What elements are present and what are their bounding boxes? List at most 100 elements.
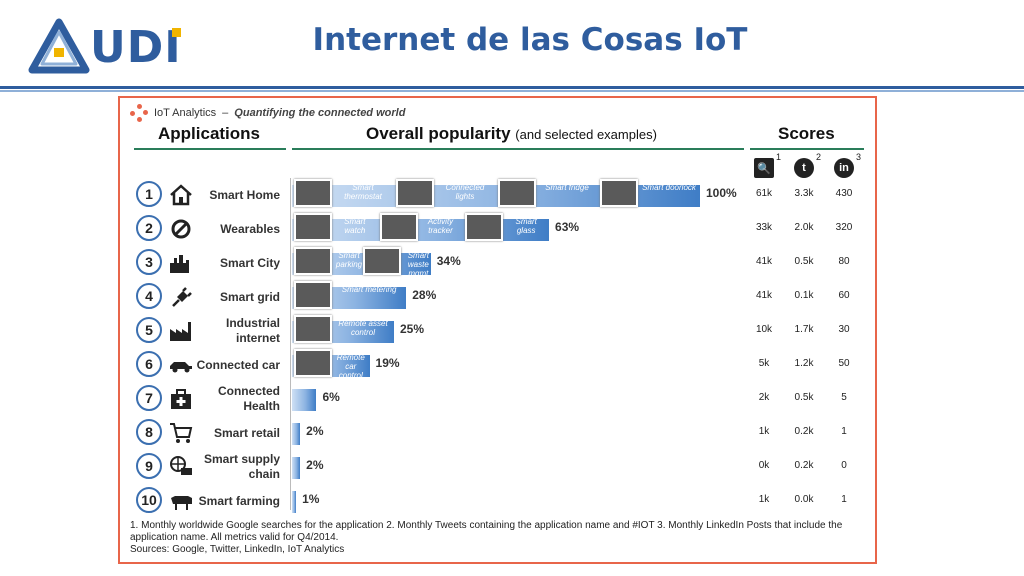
footnote-ref: 3 <box>856 152 862 162</box>
logo-accent <box>172 28 181 37</box>
example-label: Smart thermostat <box>344 183 382 201</box>
tweets-score: 1.2k <box>794 358 814 369</box>
google-searches-score: 41k <box>755 290 773 301</box>
linkedin-posts-score: 1 <box>841 494 847 505</box>
application-label: Industrial internet <box>225 316 280 345</box>
popularity-value: 1% <box>302 492 320 506</box>
wearable-icon <box>168 217 194 241</box>
application-label: Smart City <box>219 255 280 270</box>
plug-icon <box>168 285 194 309</box>
rank-badge: 3 <box>136 249 162 275</box>
example-thumbnail <box>600 179 638 207</box>
linkedin-posts-score: 30 <box>838 324 850 335</box>
application-row: 4 Smart grid Smart metering 28% 41k 0.1k 60 <box>120 280 875 314</box>
rank-badge: 2 <box>136 215 162 241</box>
application-row: 6 Connected car Remote car control 19% 5k 1.2… <box>120 348 875 382</box>
popularity-bar <box>292 491 297 513</box>
header-rule <box>0 86 1024 89</box>
example-label: Smart fridge <box>545 183 589 192</box>
example-label: Smart glass <box>515 217 537 235</box>
example-thumbnail <box>294 247 332 275</box>
popularity-value: 63% <box>555 220 580 234</box>
example-label: Smart watch <box>344 217 366 235</box>
popularity-value: 28% <box>412 288 437 302</box>
application-row: 8 Smart retail 2% 1k 0.2k 1 <box>120 416 875 450</box>
google-searches-score: 1k <box>758 426 770 437</box>
application-row: 5 Industrial internet Remote asset control… <box>120 314 875 348</box>
example-label: Activity tracker <box>427 217 454 235</box>
example-label: Remote asset control <box>338 319 388 337</box>
application-row: 7 Connected Health 6% 2k 0.5k 5 <box>120 382 875 416</box>
popularity-chart: 1 Smart Home Smart thermostat Connected lig… <box>120 98 875 562</box>
rank-badge: 5 <box>136 317 162 343</box>
cow-icon <box>168 489 194 513</box>
application-row: 3 Smart City Smart parking Smart waste mgmt… <box>120 246 875 280</box>
tweets-score: 0.2k <box>794 460 814 471</box>
example-thumbnail <box>363 247 402 275</box>
header-divider <box>292 148 744 150</box>
logo-text: UDI <box>90 22 182 73</box>
application-row: 10 Smart farming 1% 1k 0.0k 1 <box>120 484 875 518</box>
header-applications: Applications <box>158 124 261 143</box>
supply-chain-icon <box>168 455 194 479</box>
linkedin-posts-score: 0 <box>841 460 847 471</box>
tweets-score: 2.0k <box>794 222 814 233</box>
example-thumbnail <box>294 179 332 207</box>
example-label: Smart parking <box>335 251 363 269</box>
shopping-cart-icon <box>168 421 194 445</box>
application-label: Connected car <box>196 357 280 372</box>
linkedin-posts-score: 1 <box>841 426 847 437</box>
application-label: Smart farming <box>198 493 280 508</box>
example-thumbnail <box>294 349 332 377</box>
linkedin-posts-score: 320 <box>835 222 853 233</box>
tweets-score: 3.3k <box>794 188 814 199</box>
rank-badge: 9 <box>136 453 162 479</box>
rank-badge: 7 <box>136 385 162 411</box>
application-label: Smart supply chain <box>203 452 280 481</box>
popularity-value: 6% <box>322 390 340 404</box>
header-popularity: Overall popularity <box>366 124 511 143</box>
popularity-value: 34% <box>436 254 461 268</box>
application-label: Wearables <box>220 221 280 236</box>
house-icon <box>168 183 194 207</box>
brand-name: IoT Analytics <box>154 107 217 119</box>
google-searches-score: 10k <box>755 324 773 335</box>
brand-separator: – <box>222 107 229 119</box>
footnote-sources: Sources: Google, Twitter, LinkedIn, IoT … <box>130 544 345 555</box>
tweets-score: 0.5k <box>794 256 814 267</box>
factory-icon <box>168 319 194 343</box>
header-popularity-sub: (and selected examples) <box>515 127 657 142</box>
footnote-ref: 1 <box>776 152 782 162</box>
footnote-definitions: 1. Monthly worldwide Google searches for… <box>130 520 843 543</box>
google-searches-score: 1k <box>758 494 770 505</box>
iot-analytics-brand: IoT Analytics – Quantifying the connecte… <box>130 104 405 122</box>
tweets-score: 1.7k <box>794 324 814 335</box>
example-thumbnail <box>379 213 418 241</box>
linkedin-icon: in <box>834 158 854 178</box>
iot-analytics-logo-icon <box>130 104 148 122</box>
popularity-bar <box>292 389 317 411</box>
popularity-bar <box>292 457 301 479</box>
application-label: Connected Health <box>217 384 280 413</box>
tweets-score: 0.0k <box>794 494 814 505</box>
udi-logo-mark <box>28 18 90 74</box>
example-thumbnail <box>294 315 332 343</box>
search-icon: 🔍 <box>754 158 774 178</box>
tweets-score: 0.1k <box>794 290 814 301</box>
popularity-bar <box>292 423 301 445</box>
application-label: Smart Home <box>209 187 280 202</box>
rank-badge: 6 <box>136 351 162 377</box>
application-row: 2 Wearables Smart watch Activity tracker Sma… <box>120 212 875 246</box>
popularity-value: 2% <box>306 458 324 472</box>
header-scores: Scores <box>778 124 835 143</box>
google-searches-score: 5k <box>758 358 770 369</box>
linkedin-posts-score: 80 <box>838 256 850 267</box>
tweets-score: 0.5k <box>794 392 814 403</box>
bar-axis <box>290 178 291 510</box>
header-divider <box>134 148 286 150</box>
header-divider <box>750 148 864 150</box>
example-label: Smart metering <box>341 285 397 294</box>
linkedin-posts-score: 5 <box>841 392 847 403</box>
application-label: Smart retail <box>213 425 280 440</box>
linkedin-posts-score: 430 <box>835 188 853 199</box>
